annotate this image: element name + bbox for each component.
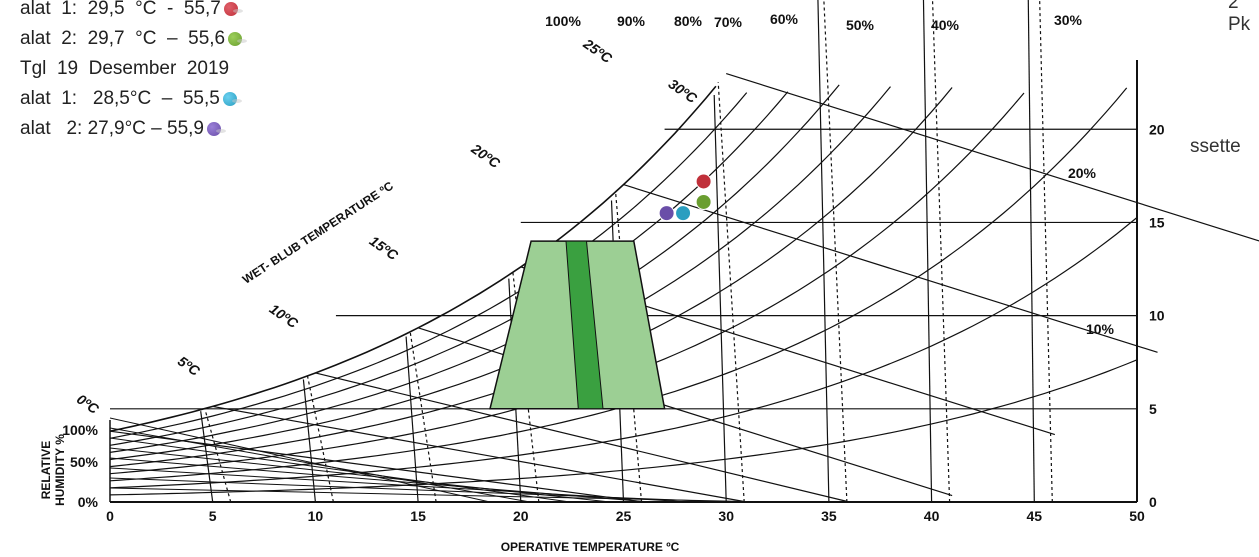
rh-curve	[109, 91, 789, 446]
rh-curve	[109, 85, 717, 432]
rh-label: 40%	[931, 17, 960, 33]
wet-bulb-line	[726, 73, 1259, 242]
wet-bulb-label: 5ºC	[175, 353, 204, 380]
wet-bulb-line	[315, 372, 850, 503]
note-text: alat 1: 29,5 °C - 55,7	[20, 0, 221, 19]
wet-bulb-line	[417, 327, 953, 497]
y-axis-label: HUMIDITY %	[53, 434, 67, 506]
temperature-line	[200, 411, 214, 503]
bundle-line	[109, 437, 571, 503]
rh-label: 90%	[617, 13, 646, 29]
bundle-line	[109, 487, 771, 503]
temperature-line	[405, 336, 419, 503]
dashed-line	[931, 0, 951, 503]
y-axis-label: RELATIVE	[39, 441, 53, 499]
y-tick-label: 10	[1149, 308, 1165, 324]
wet-bulb-label: 15ºC	[367, 233, 402, 264]
red-dot-icon	[223, 2, 243, 16]
bundle-line	[109, 477, 731, 503]
data-point	[695, 173, 712, 190]
note-row: alat 2: 29,7 °C – 55,6	[20, 24, 248, 54]
measurement-notes: alat 1: 29,5 °C - 55,7 alat 2: 29,7 °C –…	[20, 0, 248, 144]
x-tick-label: 15	[410, 508, 426, 524]
data-point	[695, 193, 712, 210]
rh-curve	[109, 92, 748, 439]
purple-dot-icon	[207, 122, 226, 136]
wet-bulb-label: 25ºC	[580, 35, 616, 67]
y-left-tick-label: 0%	[78, 494, 99, 510]
rh-label: 70%	[714, 14, 743, 30]
note-row: alat 2: 27,9°C – 55,9	[20, 114, 242, 144]
note-text: alat 1: 28,5°C – 55,5	[20, 88, 220, 109]
x-tick-label: 50	[1129, 508, 1145, 524]
note-row: alat 1: 28,5°C – 55,5	[20, 84, 242, 114]
x-tick-label: 35	[821, 508, 837, 524]
x-tick-label: 25	[616, 508, 632, 524]
rh-label: 60%	[770, 11, 799, 27]
note-text: Tgl 19 Desember 2019	[20, 58, 230, 79]
blue-dot-icon	[222, 92, 242, 106]
temperature-line	[713, 94, 727, 503]
wet-bulb-label: 20ºC	[468, 140, 504, 172]
dashed-line	[823, 0, 848, 503]
data-point	[658, 205, 675, 222]
y-tick-label: 0	[1149, 494, 1157, 510]
note-text: alat 2: 29,7 °C – 55,6	[20, 28, 226, 49]
temperature-line	[1027, 0, 1035, 503]
dashed-line	[204, 408, 232, 503]
note-row: Tgl 19 Desember 2019	[20, 54, 242, 84]
y-tick-label: 20	[1149, 121, 1165, 137]
rh-label: 50%	[846, 17, 875, 33]
data-points	[658, 173, 712, 222]
rh-label: 80%	[674, 13, 703, 29]
rh-curve	[109, 359, 1138, 496]
wet-bulb-line	[109, 430, 645, 503]
x-tick-label: 40	[924, 508, 940, 524]
x-tick-label: 5	[209, 508, 217, 524]
rh-label: 10%	[1086, 321, 1115, 337]
note-row: alat 1: 29,5 °C - 55,7	[20, 0, 243, 24]
bundle-line	[109, 417, 491, 503]
side-text-top: 2 Pk	[1228, 0, 1251, 35]
wet-bulb-label: 0ºC	[74, 391, 103, 418]
x-tick-label: 45	[1027, 508, 1043, 524]
temperature-line	[302, 379, 316, 503]
dashed-line	[409, 331, 437, 503]
x-tick-label: 20	[513, 508, 529, 524]
wet-bulb-axis-label: WET- BLUB TEMPERATURE ºC	[240, 178, 396, 286]
rh-label: 100%	[545, 13, 581, 29]
temperature-line	[817, 0, 830, 503]
x-tick-label: 10	[308, 508, 324, 524]
rh-curve	[109, 217, 1138, 489]
wet-bulb-line	[212, 405, 747, 503]
comfort-zone-inner	[565, 240, 604, 410]
y-left-tick-label: 100%	[62, 422, 98, 438]
rh-label: 30%	[1054, 12, 1083, 28]
wet-bulb-label: 30ºC	[666, 76, 701, 107]
bundle-line	[109, 447, 611, 503]
y-tick-label: 15	[1149, 214, 1165, 230]
x-tick-label: 0	[106, 508, 114, 524]
y-tick-label: 5	[1149, 401, 1157, 417]
rh-label: 20%	[1068, 165, 1097, 181]
x-axis-label: OPERATIVE TEMPERATURE ºC	[501, 540, 680, 554]
y-left-tick-label: 50%	[70, 454, 99, 470]
note-text: alat 2: 27,9°C – 55,9	[20, 118, 204, 139]
green-dot-icon	[228, 32, 248, 46]
wet-bulb-label: 10ºC	[267, 301, 302, 332]
rh-curve	[109, 84, 840, 453]
data-point	[675, 205, 692, 222]
x-tick-label: 30	[718, 508, 734, 524]
wet-bulb-line	[623, 184, 1158, 353]
temperature-line	[922, 0, 933, 503]
comfort-zone	[489, 240, 666, 410]
dashed-line	[717, 82, 745, 503]
side-text-right: ssette	[1190, 136, 1241, 157]
